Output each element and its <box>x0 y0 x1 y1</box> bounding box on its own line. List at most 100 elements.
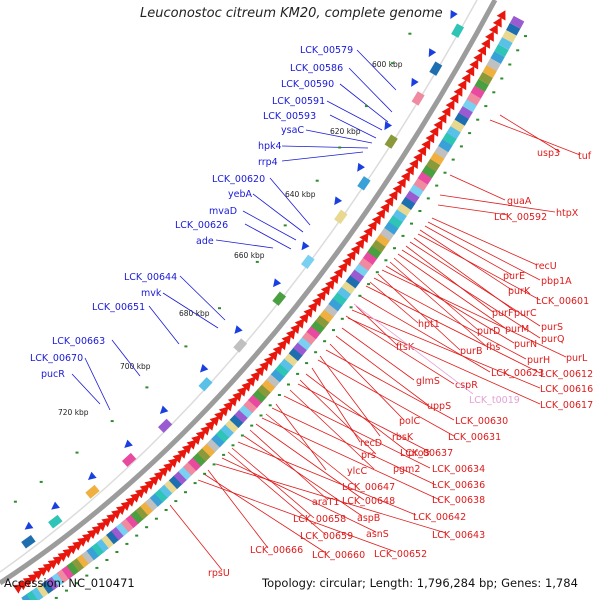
gene-label: LCK_00652 <box>374 549 427 560</box>
feature-block <box>158 418 173 433</box>
gene-label: ade <box>196 236 214 247</box>
cog-block <box>197 447 212 462</box>
cog-block <box>413 177 429 192</box>
gc-dot <box>391 62 395 65</box>
cog-block <box>86 545 101 561</box>
gc-dot <box>484 105 488 108</box>
gc-dot <box>426 197 430 200</box>
cog-block <box>46 575 61 591</box>
gene-label: LCK_00601 <box>536 296 589 307</box>
gene-arrow <box>461 72 471 84</box>
gc-dot <box>323 340 327 343</box>
gc-dot <box>435 184 439 187</box>
gene-arrow <box>181 444 192 455</box>
kbp-label: 660 kbp <box>234 251 265 260</box>
reverse-gene-arrow <box>159 405 169 415</box>
gene-label: purH <box>527 355 550 366</box>
cog-block <box>154 488 169 503</box>
gene-label: purC <box>514 308 537 319</box>
cog-block <box>396 202 412 217</box>
gc-dot <box>340 317 344 320</box>
gene-arrow <box>77 537 88 547</box>
cog-block <box>106 529 120 545</box>
gene-arrow <box>346 250 356 261</box>
cog-block <box>324 303 339 318</box>
gene-label: fhs <box>486 342 500 353</box>
cog-block <box>470 85 485 99</box>
gene-arrow <box>409 158 419 169</box>
gene-arrow <box>37 566 49 577</box>
gc-dot <box>375 271 379 274</box>
gene-arrow <box>355 238 365 249</box>
left-leader-lines <box>71 49 397 411</box>
cog-block <box>159 483 174 498</box>
cog-block <box>401 196 416 210</box>
gene-label: pbp1A <box>541 276 572 287</box>
backbone-ring <box>0 0 498 586</box>
cog-block <box>229 413 244 429</box>
gene-arrow <box>232 391 243 402</box>
gene-arrow <box>421 139 431 150</box>
gene-label: LCK_00637 <box>400 448 453 459</box>
gene-arrow <box>52 556 63 566</box>
gene-arrow <box>111 509 122 520</box>
gene-arrow <box>294 318 305 329</box>
gene-label: LCK_00586 <box>290 63 343 74</box>
gene-label: LCK_00638 <box>432 495 485 506</box>
gc-dot <box>145 526 149 529</box>
inner-ring-edge <box>0 0 478 573</box>
kbp-label: 700 kbp <box>120 362 151 371</box>
gene-label: LCK_00590 <box>281 79 334 90</box>
cog-block <box>252 388 267 403</box>
cog-block <box>91 541 106 557</box>
gc-dot <box>259 414 263 417</box>
cog-block <box>36 582 50 598</box>
cog-block <box>498 37 513 50</box>
cog-block <box>421 164 437 179</box>
gene-arrow <box>338 262 348 273</box>
gene-arrow <box>86 529 98 540</box>
cog-block <box>462 99 477 113</box>
gc-dot <box>364 105 368 108</box>
gene-arrow <box>465 66 475 77</box>
cog-block <box>486 58 501 72</box>
gene-arrow <box>329 273 339 285</box>
gene-label: mvaD <box>209 206 237 217</box>
kbp-label: 720 kbp <box>58 408 89 417</box>
gene-arrow <box>485 31 494 42</box>
gc-dot <box>332 329 335 332</box>
gc-dot <box>184 345 188 348</box>
gene-arrow <box>246 376 256 387</box>
cog-block <box>76 553 91 568</box>
feature-block <box>357 176 371 191</box>
gene-arrow <box>263 355 274 366</box>
gene-arrow <box>380 202 390 213</box>
gc-dot <box>367 283 371 286</box>
gene-arrow <box>359 232 369 244</box>
gene-label: pucR <box>41 369 65 380</box>
cog-block <box>293 341 308 356</box>
gene-label: LCK_00593 <box>263 111 316 122</box>
gc-dot <box>492 91 496 94</box>
gene-label: purL <box>566 353 588 364</box>
gene-arrow <box>139 484 150 495</box>
gene-arrow <box>277 340 287 351</box>
cog-block <box>110 525 125 541</box>
gene-arrow <box>209 416 220 427</box>
gc-dot <box>105 559 109 561</box>
cog-block <box>61 564 76 580</box>
gene-arrow <box>281 334 292 345</box>
feature-block <box>198 377 213 392</box>
gene-arrow <box>254 366 265 377</box>
cog-block <box>494 44 509 58</box>
gene-arrow <box>320 285 331 296</box>
gene-arrow <box>241 381 252 392</box>
reverse-gene-arrow <box>199 363 209 373</box>
cog-block <box>183 461 198 476</box>
cog-block <box>56 568 71 583</box>
gene-arrow <box>268 350 278 361</box>
gene-label: LCK_00631 <box>448 432 501 443</box>
gene-label: LCK_00626 <box>175 220 228 231</box>
gene-label: LCK_00579 <box>300 45 353 56</box>
gene-label: aspB <box>357 513 380 524</box>
